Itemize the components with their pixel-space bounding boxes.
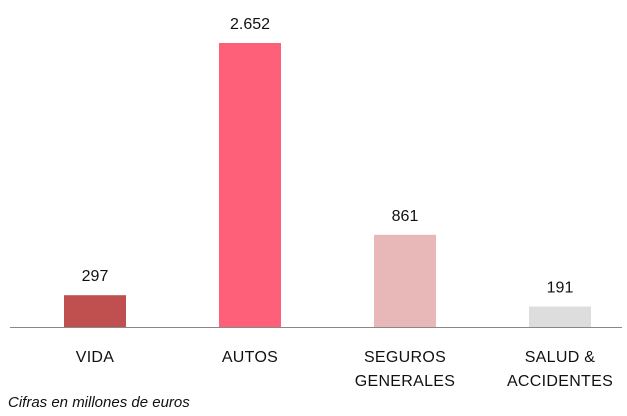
- bar: [374, 234, 436, 327]
- bar: [64, 295, 126, 327]
- x-tick-label: VIDA: [75, 349, 115, 366]
- x-tick-label: SEGUROS GENERALES: [354, 349, 456, 390]
- value-label: 2.652: [230, 16, 270, 33]
- value-label: 297: [82, 268, 109, 285]
- value-label: 861: [392, 208, 419, 225]
- x-tick-label: AUTOS: [221, 349, 279, 366]
- x-tick-label: SALUD & ACCIDENTES: [506, 349, 614, 390]
- bar: [219, 43, 281, 327]
- value-label: 191: [547, 280, 574, 297]
- bar: [529, 306, 591, 327]
- footnote: Cifras en millones de euros: [8, 394, 190, 411]
